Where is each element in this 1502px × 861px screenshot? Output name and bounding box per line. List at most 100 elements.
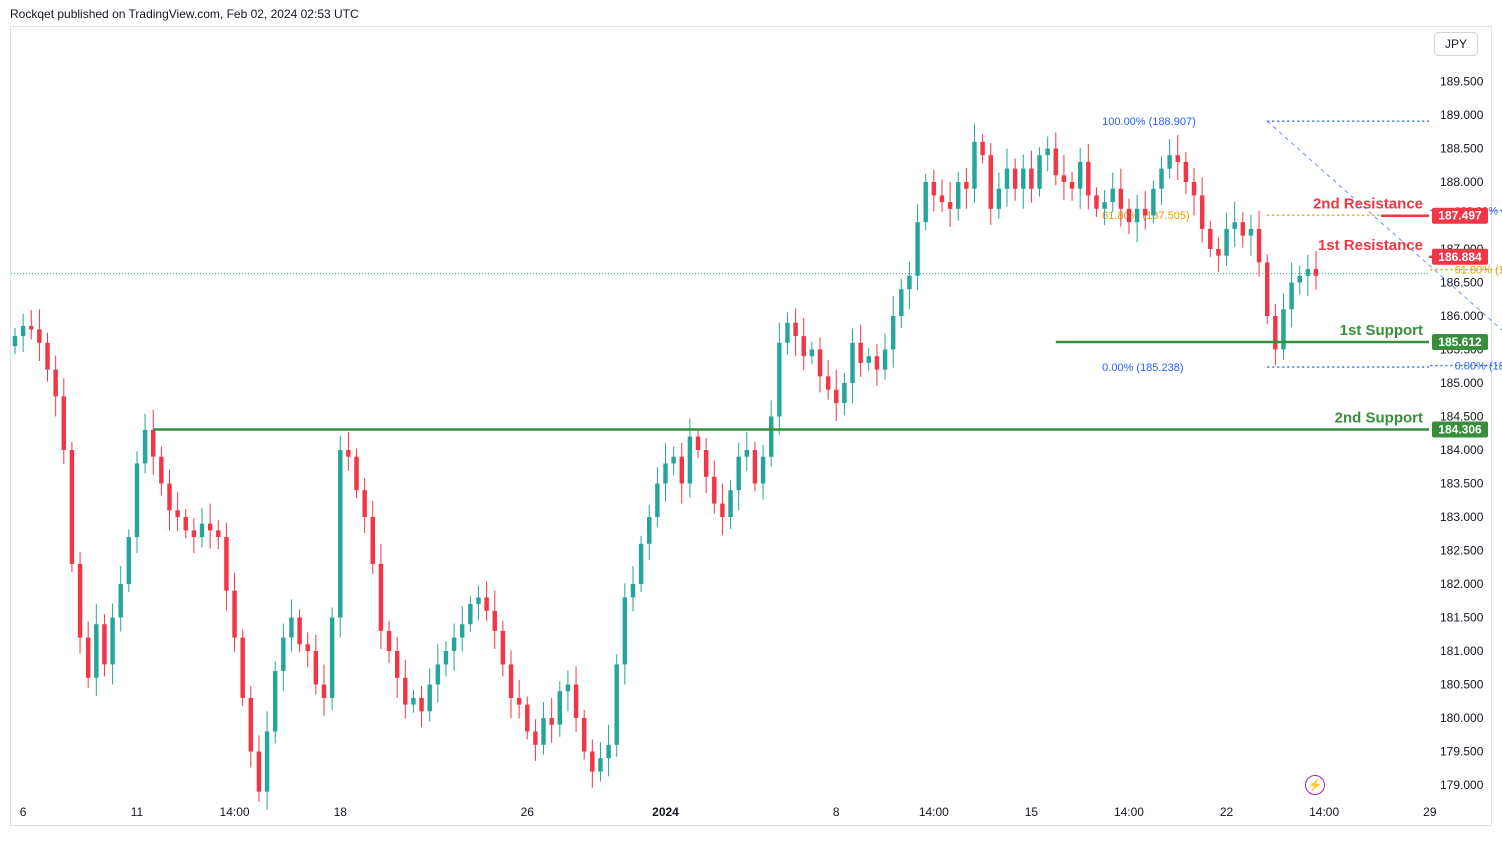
candle-body (459, 624, 465, 638)
candle-body (850, 342, 855, 383)
candle-body (451, 637, 457, 651)
candle-body (939, 195, 945, 203)
candle-body (427, 684, 432, 712)
candle-body (1053, 148, 1059, 176)
candle-body (565, 684, 571, 692)
candle-body (923, 182, 928, 223)
candle-body (313, 651, 319, 685)
candle-body (1208, 228, 1213, 249)
candle-body (443, 651, 449, 665)
price-tag-label: 186.884 (1438, 250, 1482, 264)
candle-body (403, 677, 408, 705)
price-tag (1432, 333, 1488, 350)
candle-body (809, 349, 815, 357)
candle-body (834, 389, 839, 404)
level-name: 1st Resistance (1318, 237, 1423, 254)
candle-body (598, 758, 603, 772)
y-tick-label: 180.000 (1440, 711, 1484, 725)
candle-body (1216, 249, 1221, 256)
attribution-text: Rockqet published on TradingView.com, Fe… (10, 7, 359, 21)
candle-body (679, 456, 684, 484)
candle-body (289, 617, 294, 638)
x-tick-label: 29 (1423, 805, 1437, 819)
y-tick-label: 188.000 (1440, 175, 1484, 189)
candle-body (1232, 222, 1237, 229)
candle-body (102, 624, 107, 665)
candle-body (825, 376, 831, 390)
candle-body (728, 490, 733, 517)
candle-body (573, 684, 579, 718)
candle-body (411, 697, 416, 705)
candle-body (61, 396, 67, 450)
candle-body (37, 329, 42, 343)
candle-body (964, 182, 969, 189)
candle-body (142, 429, 148, 464)
fib-label: 100.00% (188.907) (1102, 116, 1196, 128)
candle-body (126, 537, 132, 584)
y-axis: 179.000 179.500 180.000 180.500 181.000 181.5… (1440, 75, 1484, 793)
lightning-icon[interactable]: ⚡ (1305, 775, 1325, 795)
y-tick-label: 186.500 (1440, 276, 1484, 290)
candle-body (525, 704, 530, 732)
candle-body (768, 416, 774, 457)
candle-body (899, 289, 904, 316)
candle-body (1175, 155, 1180, 162)
candle-body (508, 664, 514, 698)
x-tick-label: 15 (1025, 805, 1039, 819)
candle-body (1045, 148, 1050, 156)
currency-button[interactable]: JPY (1434, 32, 1478, 56)
x-tick-label: 11 (131, 805, 144, 819)
candle-body (996, 188, 1002, 209)
x-tick-label: 22 (1220, 805, 1234, 819)
y-tick-label: 188.500 (1440, 142, 1484, 156)
candle-body (663, 463, 668, 484)
candle-body (1143, 208, 1148, 216)
y-tick-label: 186.000 (1440, 309, 1484, 323)
candle-body (1077, 161, 1083, 189)
candle-body (346, 450, 351, 457)
candle-body (329, 617, 335, 698)
candle-body (1224, 228, 1229, 256)
y-tick-label: 181.000 (1440, 644, 1484, 658)
candle-body (736, 456, 741, 491)
candle-body (175, 510, 180, 517)
candle-body (947, 202, 953, 209)
candle-body (484, 597, 489, 611)
y-tick-label: 184.000 (1440, 443, 1484, 457)
level-name: 2nd Support (1335, 409, 1423, 426)
candle-body (1012, 168, 1018, 189)
candle-body (151, 429, 156, 457)
y-tick-label: 179.000 (1440, 778, 1484, 792)
candle-body (159, 456, 164, 484)
candle-body (354, 456, 359, 491)
candle-body (338, 450, 343, 618)
candle-body (1273, 316, 1278, 350)
candle-body (1248, 228, 1254, 236)
candle-body (20, 326, 26, 337)
candle-body (655, 483, 660, 517)
candle-body (1021, 168, 1026, 189)
candle-body (1029, 168, 1034, 189)
fib-label: 61.80% (186.692) (1455, 265, 1502, 277)
price-tag (1432, 248, 1488, 265)
x-tick-label: 8 (833, 805, 840, 819)
candle-body (533, 731, 538, 745)
candle-body (224, 537, 229, 591)
candle-body (1289, 282, 1294, 310)
fib-label: 61.80% (187.505) (1102, 210, 1189, 222)
candle-body (77, 563, 83, 638)
y-tick-label: 180.500 (1440, 678, 1484, 692)
candle-body (687, 436, 693, 484)
y-tick-label: 189.000 (1440, 108, 1484, 122)
candle-body (468, 604, 473, 625)
candle-body (492, 610, 497, 631)
candle-body (1069, 182, 1075, 189)
price-tag (1432, 421, 1488, 438)
candle-body (378, 563, 384, 631)
candle-body (167, 483, 172, 511)
candle-body (1183, 161, 1189, 182)
candle-body (435, 664, 441, 685)
candle-body (1118, 188, 1124, 209)
candle-body (785, 322, 790, 343)
